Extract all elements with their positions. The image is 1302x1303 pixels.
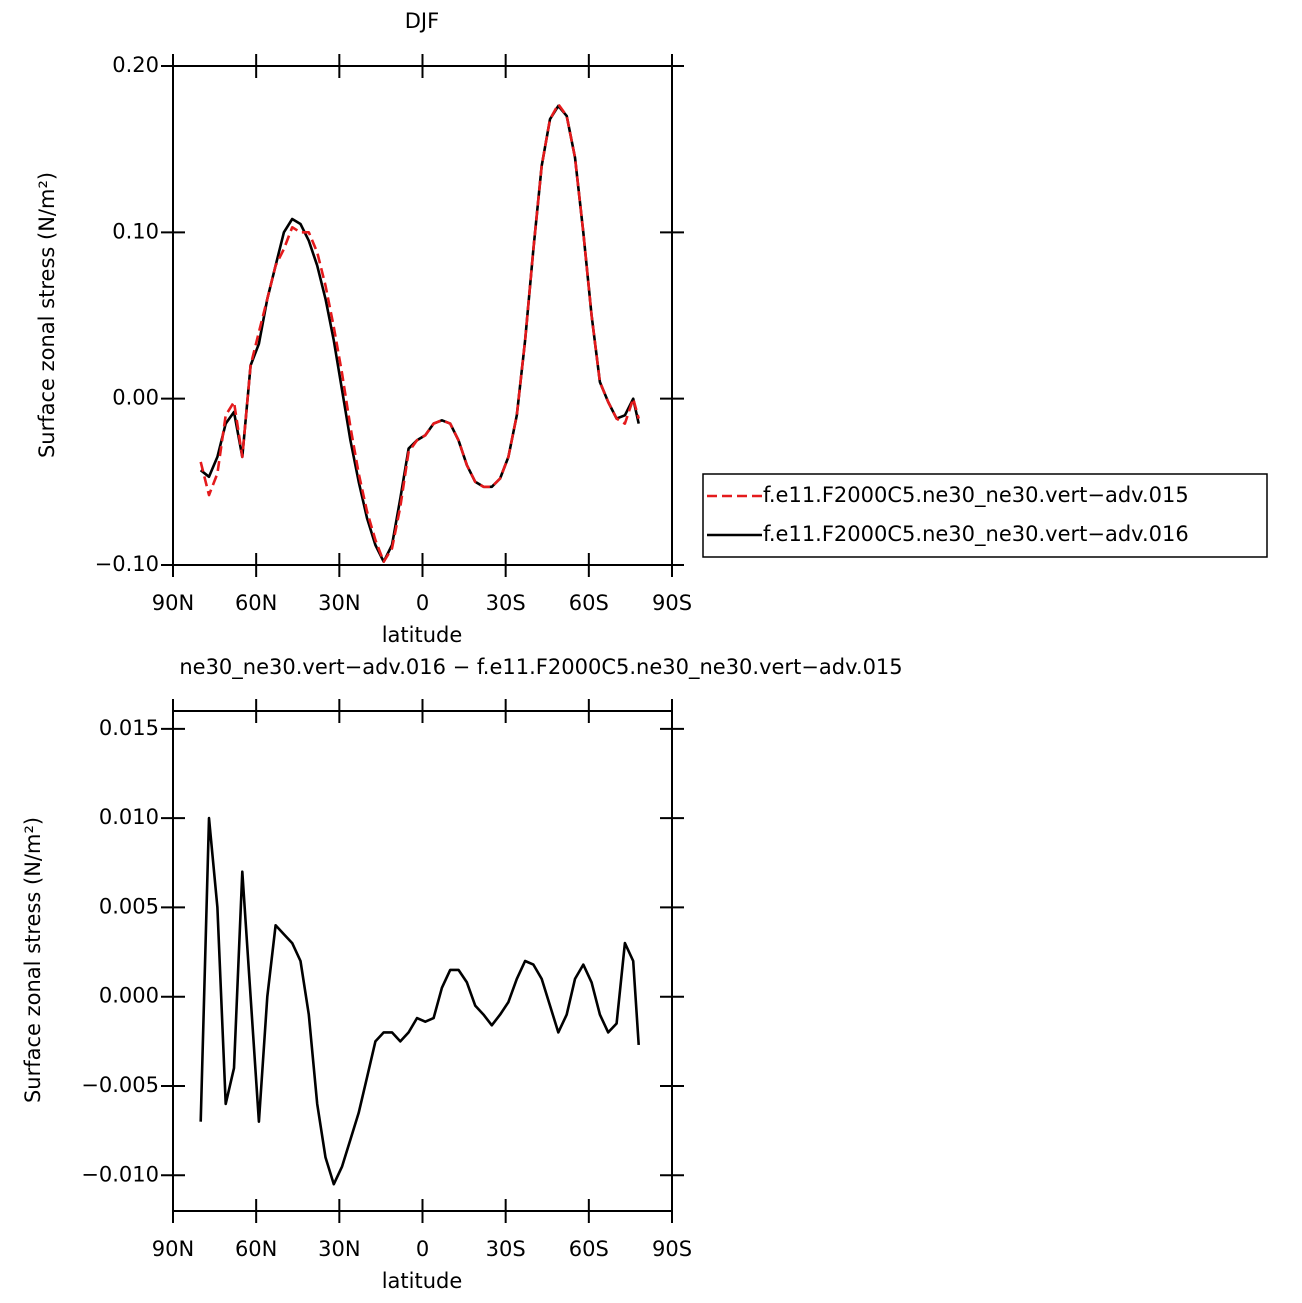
- y-tick-label: 0.00: [112, 386, 159, 410]
- data-line: [199, 104, 640, 563]
- y-tick-label: 0.005: [99, 894, 159, 918]
- x-tick-label: 60S: [569, 1237, 609, 1261]
- plot-frame: [172, 65, 673, 566]
- x-tick-label: 90S: [652, 591, 692, 615]
- x-axis-label: latitude: [382, 1269, 463, 1293]
- y-axis-label: Surface zonal stress (N/m²): [35, 172, 59, 458]
- y-tick-label: 0.20: [112, 53, 159, 77]
- x-tick-label: 60N: [235, 591, 277, 615]
- y-axis-label: Surface zonal stress (N/m²): [21, 817, 45, 1103]
- data-line: [199, 103, 640, 563]
- y-tick-label: −0.10: [95, 552, 159, 576]
- chart-title: ne30_ne30.vert−adv.016 − f.e11.F2000C5.n…: [179, 655, 902, 680]
- y-tick-label: 0.015: [99, 716, 159, 740]
- y-tick-label: 0.000: [99, 984, 159, 1008]
- y-tick-label: 0.010: [99, 805, 159, 829]
- x-tick-label: 60S: [569, 591, 609, 615]
- x-tick-label: 90N: [152, 591, 194, 615]
- y-tick-label: −0.005: [81, 1073, 159, 1097]
- x-axis-label: latitude: [382, 623, 463, 647]
- legend-label: f.e11.F2000C5.ne30_ne30.vert−adv.015: [763, 483, 1189, 508]
- x-tick-label: 60N: [235, 1237, 277, 1261]
- x-tick-label: 30S: [486, 1237, 526, 1261]
- x-tick-label: 30S: [486, 591, 526, 615]
- legend-label: f.e11.F2000C5.ne30_ne30.vert−adv.016: [763, 522, 1189, 547]
- x-tick-label: 0: [416, 591, 429, 615]
- x-tick-label: 90N: [152, 1237, 194, 1261]
- x-tick-label: 0: [416, 1237, 429, 1261]
- x-tick-label: 30N: [318, 591, 360, 615]
- data-line: [199, 816, 640, 1186]
- y-tick-label: −0.010: [81, 1162, 159, 1186]
- legend-box: [702, 473, 1268, 558]
- x-tick-label: 90S: [652, 1237, 692, 1261]
- x-tick-label: 30N: [318, 1237, 360, 1261]
- y-tick-label: 0.10: [112, 219, 159, 243]
- chart-title: DJF: [405, 9, 439, 33]
